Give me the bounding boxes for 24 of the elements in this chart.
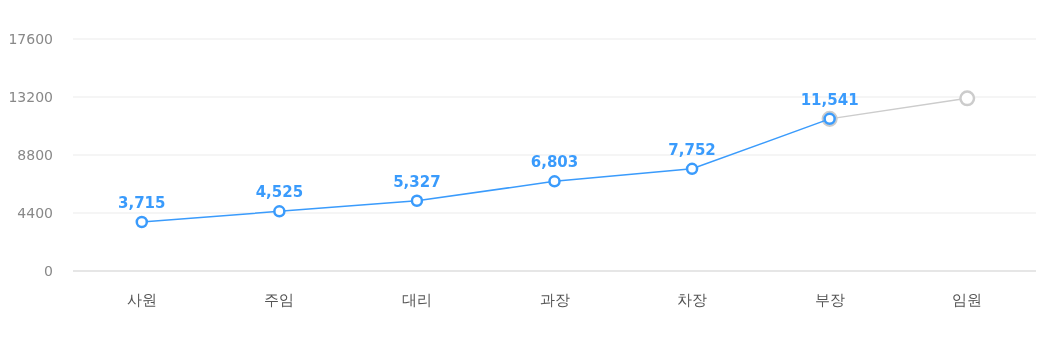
data-label: 5,327: [393, 172, 441, 191]
data-label: 11,541: [800, 90, 859, 109]
x-tick-label: 과장: [539, 291, 570, 309]
x-tick-label: 사원: [126, 291, 157, 309]
point: [959, 90, 976, 107]
x-tick-label: 차장: [677, 291, 708, 309]
point: [410, 194, 424, 208]
y-tick-label: 0: [44, 263, 53, 279]
y-tick-label: 8800: [17, 147, 53, 163]
data-label: 7,752: [668, 140, 716, 159]
x-tick-label: 주임: [264, 291, 295, 309]
y-tick-label: 17600: [8, 31, 53, 47]
x-tick-label: 임원: [952, 291, 983, 309]
point: [685, 162, 699, 176]
data-label: 6,803: [530, 153, 579, 172]
point: [135, 215, 149, 229]
y-tick-label: 4400: [17, 205, 53, 221]
point: [273, 205, 286, 218]
x-tick-label: 대리: [401, 291, 432, 309]
y-tick-label: 13200: [8, 89, 53, 105]
data-label: 3,715: [118, 194, 166, 213]
point: [548, 175, 561, 188]
data-label: 4,525: [255, 183, 304, 202]
x-tick-label: 부장: [814, 291, 845, 309]
